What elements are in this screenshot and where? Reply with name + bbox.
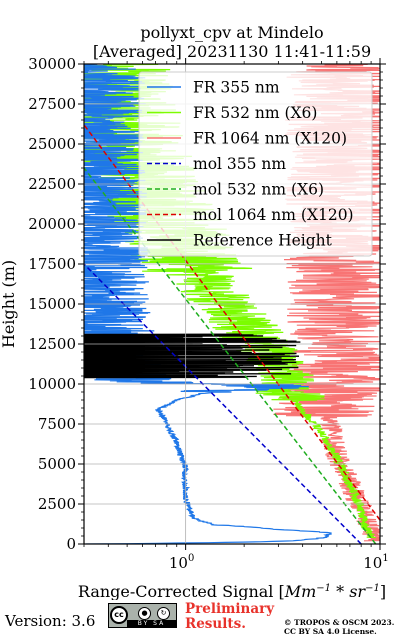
legend-label: Reference Height [193, 232, 333, 250]
y-tick-label: 7500 [38, 415, 76, 433]
y-tick-label: 10000 [28, 375, 76, 393]
y-tick-label: 5000 [38, 455, 76, 473]
x-tick-label: 100 [169, 553, 194, 572]
axes: 0 2500 5000 7500 10000 12500 15000 17500 20000 22… [28, 55, 388, 572]
chart-title-line1: pollyxt_cpv at Mindelo [140, 23, 323, 42]
series-mol-355-nm-line [84, 263, 362, 544]
series-mol-532-nm-x6--line [84, 167, 377, 544]
legend-label: FR 532 nm (X6) [193, 104, 317, 122]
legend-label: mol 355 nm [193, 155, 286, 173]
cc-license-badge[interactable]: cc ● ↻ BY SA [108, 603, 177, 628]
y-tick-label: 25000 [28, 135, 76, 153]
legend-label: FR 1064 nm (X120) [193, 130, 347, 148]
copyright-note: © TROPOS & OSCM 2023. CC BY SA 4.0 Licen… [284, 618, 395, 636]
y-tick-label: 12500 [28, 335, 76, 353]
legend-label: FR 355 nm [193, 79, 280, 97]
version-label: Version: 3.6 [5, 612, 96, 630]
series-mol-1064-nm-x120--line [84, 124, 380, 521]
cc-by-sa-strip: BY SA [127, 620, 176, 627]
y-tick-label: 2500 [38, 495, 76, 513]
x-tick-label: 101 [363, 553, 388, 572]
signal-profile-chart: pollyxt_cpv at Mindelo [Averaged] 202311… [0, 23, 389, 600]
footer: Version: 3.6 cc ● ↻ BY SA Preliminary Re… [0, 598, 400, 640]
x-axis-label: Range-Corrected Signal [Mm−1 * sr−1] [78, 582, 386, 600]
y-tick-label: 22500 [28, 175, 76, 193]
y-tick-label: 0 [66, 535, 76, 553]
y-tick-label: 20000 [28, 215, 76, 233]
chart-title-line2: [Averaged] 20231130 11:41-11:59 [93, 42, 371, 61]
cc-logo-icon: cc [110, 606, 128, 624]
y-tick-label: 27500 [28, 95, 76, 113]
legend-label: mol 532 nm (X6) [193, 181, 324, 199]
y-tick-label: 17500 [28, 255, 76, 273]
legend-label: mol 1064 nm (X120) [193, 206, 354, 224]
legend-box [138, 71, 373, 257]
y-tick-label: 30000 [28, 55, 76, 73]
sa-share-icon: ↻ [157, 607, 170, 620]
preliminary-results-note: Preliminary Results. [185, 601, 275, 632]
y-axis-label: Height (m) [0, 260, 18, 348]
chart-legend: FR 355 nm FR 532 nm (X6) FR 1064 nm (X120)… [138, 71, 373, 257]
y-tick-label: 15000 [28, 295, 76, 313]
by-person-icon: ● [138, 607, 151, 620]
